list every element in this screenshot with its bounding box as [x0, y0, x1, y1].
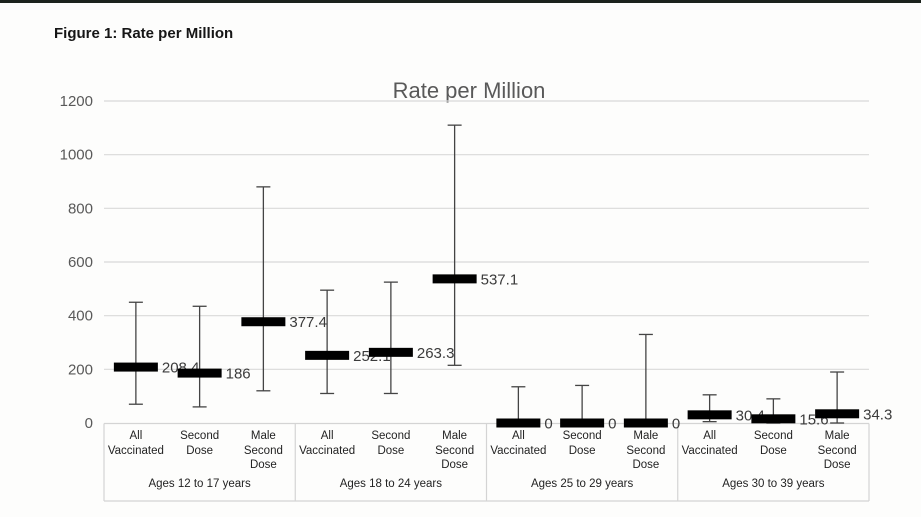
category-label: Male Second Dose — [243, 430, 283, 472]
data-point-value-label: 263.3 — [417, 345, 455, 362]
data-point-marker — [368, 347, 413, 357]
data-point-marker — [432, 274, 477, 284]
data-point-value-label: 0 — [608, 416, 616, 433]
data-point-marker — [305, 350, 350, 360]
age-group-label: Ages 25 to 29 years — [530, 478, 634, 490]
scan-artifact-line — [0, 0, 921, 3]
category-label: All Vaccinated — [107, 430, 164, 457]
age-group-label: Ages 12 to 17 years — [148, 478, 251, 490]
y-axis-tick-label: 400 — [68, 308, 93, 325]
data-point-marker — [687, 410, 732, 420]
y-axis-tick-label: 0 — [85, 415, 93, 432]
category-label: Second Dose — [753, 430, 793, 457]
y-axis-tick-label: 200 — [68, 361, 93, 378]
data-point-marker — [623, 418, 668, 428]
category-label: Second Dose — [180, 430, 220, 457]
data-point-value-label: 0 — [544, 416, 552, 433]
y-axis-tick-label: 800 — [68, 200, 93, 217]
y-axis-tick-label: 600 — [68, 254, 93, 271]
y-axis-tick-label: 1200 — [60, 93, 93, 110]
category-label: Male Second Dose — [817, 430, 857, 472]
data-point-marker — [560, 418, 605, 428]
data-point-value-label: 0 — [672, 416, 680, 433]
data-point-marker — [751, 414, 796, 424]
category-label: All Vaccinated — [490, 430, 547, 457]
category-label: Second Dose — [562, 430, 602, 457]
age-group-label: Ages 18 to 24 years — [339, 478, 443, 490]
data-point-marker — [177, 368, 222, 378]
category-label: Second Dose — [371, 430, 411, 457]
category-label: Male Second Dose — [435, 430, 475, 472]
figure-heading: Figure 1: Rate per Million — [54, 25, 234, 42]
y-axis-tick-label: 1000 — [60, 147, 93, 164]
data-point-marker — [113, 362, 158, 372]
data-point-value-label: 377.4 — [289, 314, 327, 331]
data-point-value-label: 186 — [226, 366, 251, 383]
chart-title: Rate per Million — [392, 78, 546, 103]
category-label: All Vaccinated — [299, 430, 356, 457]
category-label: Male Second Dose — [626, 430, 666, 472]
data-point-marker — [496, 418, 541, 428]
age-group-label: Ages 30 to 39 years — [722, 478, 825, 490]
data-point-value-label: 537.1 — [481, 271, 519, 288]
data-point-marker — [815, 409, 860, 419]
data-point-marker — [241, 317, 286, 327]
category-label: All Vaccinated — [681, 430, 738, 457]
data-point-value-label: 34.3 — [863, 406, 892, 423]
